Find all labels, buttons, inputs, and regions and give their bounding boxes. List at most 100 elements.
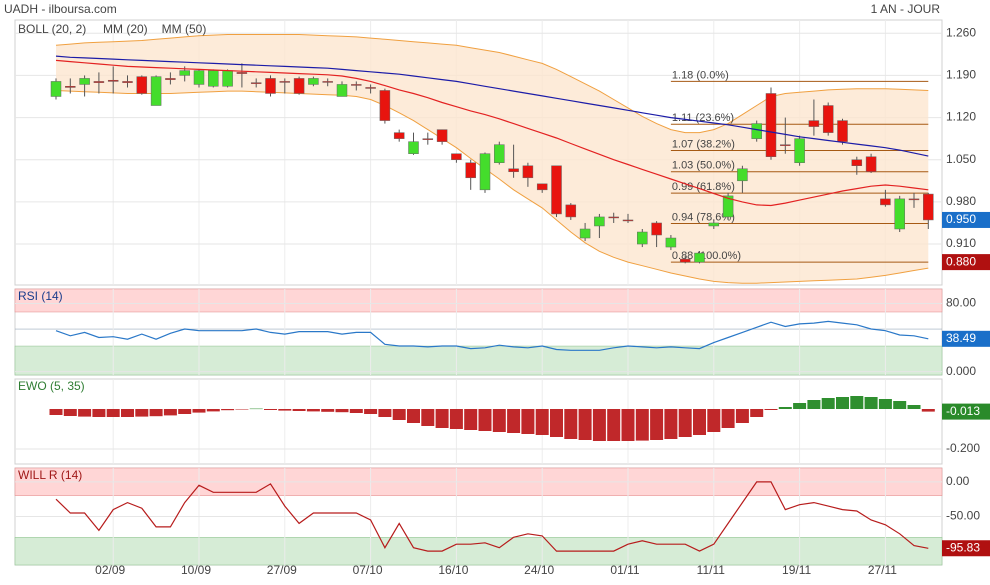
x-tick-label: 01/11: [610, 563, 639, 577]
bar: [163, 409, 177, 416]
x-tick-label: 07/10: [353, 563, 383, 577]
x-tick-label: 27/09: [267, 563, 297, 577]
candle-body: [594, 216, 605, 227]
y-tick-label: 1.120: [946, 110, 976, 124]
x-tick-label: 02/09: [95, 563, 125, 577]
y-tick-label: 1.190: [946, 68, 976, 82]
candle-body: [837, 120, 848, 142]
source-title: UADH - ilboursa.com: [4, 2, 117, 16]
x-tick-label: 27/11: [868, 563, 897, 577]
bar: [507, 409, 521, 433]
band-fill: [56, 34, 929, 284]
bar: [607, 409, 621, 441]
candle-body: [150, 76, 162, 106]
candle-body: [93, 81, 105, 83]
candle-body: [822, 105, 834, 133]
overbought-zone: [14, 288, 943, 313]
candle-body: [265, 78, 276, 94]
bar: [592, 409, 606, 441]
y-tick-label: 80.00: [946, 296, 976, 310]
bar: [178, 409, 192, 414]
x-tick-label: 11/11: [697, 563, 726, 577]
bar: [392, 409, 406, 420]
bar: [407, 409, 420, 423]
oversold-zone: [14, 537, 943, 566]
candle-body: [722, 195, 734, 218]
bar: [850, 396, 864, 409]
candle-body: [422, 138, 434, 140]
candle-body: [737, 168, 748, 182]
candle-body: [408, 141, 419, 154]
candle-body: [794, 138, 805, 163]
value-marker-label: -95.83: [946, 540, 980, 554]
candle-body: [508, 168, 519, 173]
candle-body: [679, 258, 691, 263]
bar: [349, 409, 363, 413]
bar: [535, 409, 549, 435]
bar: [550, 409, 563, 437]
candle-body: [551, 165, 562, 215]
candle-body: [179, 70, 190, 76]
candle-body: [250, 82, 262, 84]
oversold-zone: [14, 345, 943, 376]
bar: [793, 403, 807, 409]
bar: [492, 409, 506, 432]
bar: [864, 397, 878, 409]
y-tick-label: 1.260: [946, 25, 976, 39]
candle-body: [379, 90, 391, 121]
bar: [778, 407, 792, 409]
bar: [878, 399, 892, 409]
moving-average: [55, 55, 929, 157]
bar: [449, 409, 463, 429]
legend-entry: MM (20): [103, 22, 148, 36]
candle-body: [322, 81, 333, 83]
candle-body: [79, 78, 90, 85]
bar: [821, 398, 835, 409]
bar: [721, 409, 735, 428]
candle-body: [780, 144, 791, 146]
legend-entry: MM (50): [162, 22, 207, 36]
bar: [278, 409, 292, 411]
bar: [893, 401, 907, 409]
period-label: 1 AN - JOUR: [871, 2, 941, 16]
value-marker: [942, 330, 990, 347]
bar: [78, 409, 92, 417]
bar: [421, 409, 435, 426]
candle-body: [222, 70, 233, 87]
x-tick-label: 10/09: [181, 563, 211, 577]
y-tick-label: 0.910: [946, 236, 976, 250]
candle-body: [208, 70, 219, 87]
bar: [678, 409, 692, 437]
bar: [650, 409, 664, 440]
candle-body: [765, 93, 777, 157]
candle-body: [894, 198, 905, 230]
candle-body: [465, 162, 476, 179]
bar: [707, 409, 721, 432]
bar: [206, 409, 220, 412]
candle-body: [436, 129, 448, 142]
candle-body: [236, 72, 248, 74]
fib-label: 1.11 (23.6%): [672, 112, 734, 124]
indicator-line: [55, 320, 929, 351]
bar: [121, 409, 134, 417]
x-tick-label: 24/10: [524, 563, 554, 577]
y-tick-label: 0.00: [946, 474, 970, 488]
value-marker: [942, 211, 990, 228]
candle-body: [336, 84, 348, 97]
bar: [63, 409, 77, 416]
candle-body: [165, 78, 176, 80]
candle-body: [808, 120, 820, 127]
value-marker: [942, 403, 990, 420]
candle-body: [107, 79, 119, 82]
bar: [578, 409, 592, 440]
bar: [621, 409, 635, 441]
candle-body: [579, 228, 591, 239]
y-tick-label: -50.00: [946, 509, 980, 523]
bar: [149, 409, 163, 417]
candle-body: [50, 81, 62, 97]
bar: [378, 409, 392, 417]
bar: [221, 409, 235, 411]
moving-average: [55, 59, 929, 207]
bar: [735, 409, 749, 423]
